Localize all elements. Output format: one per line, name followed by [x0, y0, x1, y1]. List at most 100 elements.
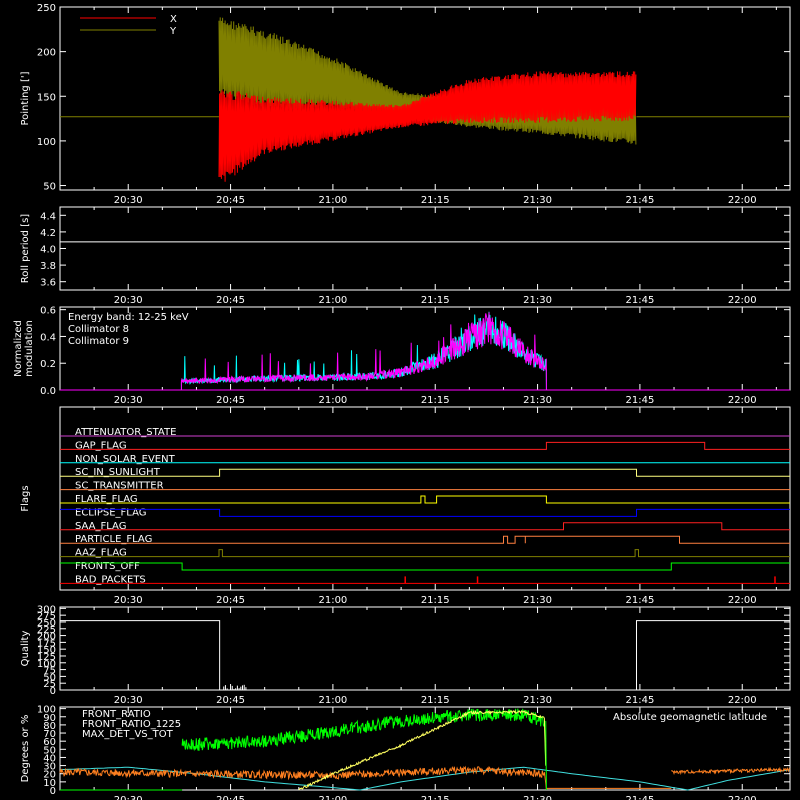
x-tick-label: 20:45: [216, 395, 245, 406]
x-tick-label: 20:30: [114, 795, 143, 800]
pointing-y-tick-label: 100: [37, 137, 56, 148]
flag-label-aaz-flag: AAZ_FLAG: [75, 548, 127, 559]
x-tick-label: 22:00: [728, 695, 757, 706]
flag-label-sc-transmitter: SC_TRANSMITTER: [75, 481, 164, 492]
x-tick-label: 21:30: [523, 395, 552, 406]
x-tick-label: 20:30: [114, 295, 143, 306]
flag-label-flare-flag: FLARE_FLAG: [75, 494, 138, 505]
flag-label-eclipse-flag: ECLIPSE_FLAG: [75, 507, 146, 518]
pointing-legend-label-x: X: [170, 14, 177, 25]
roll_period-y-tick-label: 4.2: [40, 228, 56, 239]
x-tick-label: 21:15: [421, 295, 450, 306]
pointing-frame: [59, 6, 791, 191]
roll_period-frame: [59, 206, 791, 291]
x-tick-label: 21:45: [625, 595, 654, 606]
flag-label-bad-packets: BAD_PACKETS: [75, 574, 146, 585]
x-tick-label: 21:15: [421, 595, 450, 606]
roll-period-y-label: Roll period [s]: [20, 214, 31, 283]
quality-y-tick-label: 125: [37, 652, 56, 663]
quality-frame: [59, 606, 791, 691]
quality-y-tick-label: 175: [37, 638, 56, 649]
x-tick-label: 21:15: [421, 395, 450, 406]
x-tick-label: 20:30: [114, 395, 143, 406]
x-tick-label: 21:30: [523, 595, 552, 606]
x-tick-label: 21:45: [625, 795, 654, 800]
flag-label-fronts-off: FRONTS_OFF: [75, 561, 140, 572]
roll_period-y-tick-label: 4.0: [40, 245, 56, 256]
x-tick-label: 20:30: [114, 695, 143, 706]
geomag-y-tick-label: 80: [43, 721, 56, 732]
geomag-latitude-label: Absolute geomagnetic latitude: [613, 712, 767, 723]
x-tick-label: 22:00: [728, 195, 757, 206]
flag-line-eclipse-flag: [60, 508, 790, 517]
x-tick-label: 20:30: [114, 595, 143, 606]
quality-y-tick-label: 50: [43, 672, 56, 683]
x-tick-label: 21:15: [421, 195, 450, 206]
x-tick-label: 21:45: [625, 195, 654, 206]
modulation-y-tick-label: 0.0: [40, 386, 56, 397]
geomag-y-tick-label: 10: [43, 778, 56, 789]
modulation-y-tick-label: 0.6: [40, 306, 56, 317]
x-tick-label: 20:30: [114, 195, 143, 206]
flag-label-non-solar-event: NON_SOLAR_EVENT: [75, 454, 176, 465]
geomag-y-tick-label: 70: [43, 729, 56, 740]
pointing-y-tick-label: 150: [37, 92, 56, 103]
x-tick-label: 21:00: [318, 595, 347, 606]
quality-y-tick-label: 200: [37, 632, 56, 643]
quality-y-label: Quality: [20, 631, 31, 667]
x-tick-label: 22:00: [728, 595, 757, 606]
x-tick-label: 21:00: [318, 395, 347, 406]
quality-y-tick-label: 25: [43, 679, 56, 690]
x-tick-label: 21:00: [318, 795, 347, 800]
x-tick-label: 20:45: [216, 795, 245, 800]
geomag-frame: [59, 706, 791, 791]
flag-line-particle-flag: [60, 535, 790, 544]
quality-y-tick-label: 75: [43, 666, 56, 677]
x-tick-label: 21:45: [625, 395, 654, 406]
quality-y-tick-label: 275: [37, 611, 56, 622]
geomag-front-ratio-line: [298, 709, 547, 791]
flag-line-saa-flag: [60, 522, 790, 531]
geomag-max-det-line: [59, 765, 547, 791]
quality-y-tick-label: 225: [37, 625, 56, 636]
flags-frame: [59, 406, 791, 591]
x-tick-label: 21:00: [318, 195, 347, 206]
flag-line-aaz-flag: [60, 549, 790, 558]
pointing-series-x: [218, 71, 637, 182]
x-tick-label: 21:45: [625, 295, 654, 306]
geomag-y-label: Degrees or %: [20, 715, 31, 783]
geomag-max-det-line-late: [671, 766, 791, 776]
geomag-y-tick-label: 60: [43, 737, 56, 748]
flag-line-gap-flag: [60, 441, 790, 450]
roll_period-y-tick-label: 3.6: [40, 278, 56, 289]
geomag-y-tick-label: 90: [43, 713, 56, 724]
x-tick-label: 22:00: [728, 295, 757, 306]
modulation-y-label-line: Normalized: [13, 320, 24, 377]
geomag-y-tick-label: 20: [43, 770, 56, 781]
x-tick-label: 21:30: [523, 295, 552, 306]
quality-y-tick-label: 250: [37, 618, 56, 629]
flag-line-flare-flag: [60, 495, 790, 504]
modulation-y-label-line: modulation: [24, 320, 35, 377]
flag-label-sc-in-sunlight: SC_IN_SUNLIGHT: [75, 467, 161, 478]
modulation-legend-collimator-9: Collimator 9: [68, 336, 129, 347]
x-tick-label: 20:45: [216, 195, 245, 206]
x-tick-label: 21:30: [523, 695, 552, 706]
geomag-legend-front-ratio: FRONT_RATIO: [82, 709, 151, 720]
x-tick-label: 20:45: [216, 595, 245, 606]
quality-y-tick-label: 150: [37, 645, 56, 656]
pointing-y-tick-label: 50: [43, 182, 56, 193]
x-tick-label: 21:15: [421, 795, 450, 800]
quality-y-tick-label: 100: [37, 659, 56, 670]
quality-y-tick-label: 0: [50, 686, 56, 697]
geomag-y-tick-label: 30: [43, 762, 56, 773]
modulation-series-collimator-9: [180, 312, 547, 391]
quality-y-tick-label: 300: [37, 604, 56, 615]
geomag-legend-front-ratio-1225: FRONT_RATIO_1225: [82, 719, 181, 730]
pointing-y-label: Pointing [']: [20, 71, 31, 125]
x-tick-label: 21:00: [318, 295, 347, 306]
x-tick-label: 21:00: [318, 695, 347, 706]
x-tick-label: 20:45: [216, 295, 245, 306]
x-tick-label: 22:00: [728, 795, 757, 800]
